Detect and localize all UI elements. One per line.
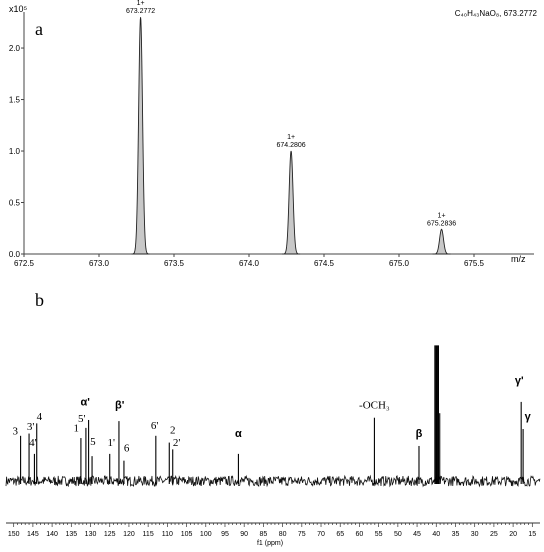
nmr-spectrum-trace xyxy=(5,345,541,488)
x-tick-label: 675.5 xyxy=(464,259,485,268)
peak-annotation: 3' xyxy=(27,421,35,433)
molecular-formula-label: C₄₀H₄₃NaO₈, 673.2772 xyxy=(455,9,538,18)
x-tick-label: 95 xyxy=(221,531,229,538)
x-tick-label: 125 xyxy=(104,531,116,538)
peak-charge-label: 1+ xyxy=(287,134,295,141)
panel-a-label: a xyxy=(35,19,43,39)
peak-annotation: α' xyxy=(80,396,90,408)
x-tick-label: 70 xyxy=(317,531,325,538)
peak-annotation: -OCH₃ xyxy=(359,400,390,412)
x-tick-label: 130 xyxy=(85,531,97,538)
x-tick-label: 50 xyxy=(394,531,402,538)
x-tick-label: 40 xyxy=(432,531,440,538)
peak-annotation: β xyxy=(416,428,423,440)
nmr-x-axis: 150 145 140 135 130 125 120 115 110 105 100 95 90 85 8… xyxy=(6,522,540,538)
x-tick-label: 673.0 xyxy=(89,259,110,268)
peak-mz-label: 673.2772 xyxy=(126,8,155,15)
x-tick-label: 672.5 xyxy=(14,259,35,268)
x-tick-label: 150 xyxy=(8,531,20,538)
x-tick-label: 120 xyxy=(123,531,135,538)
peak-annotation: 4 xyxy=(37,411,43,423)
x-tick-label: 85 xyxy=(259,531,267,538)
x-tick-label: 20 xyxy=(509,531,517,538)
y-tick-label: 0.0 xyxy=(9,250,21,259)
peak-annotation: 3 xyxy=(12,426,18,438)
x-tick-label: 674.0 xyxy=(239,259,260,268)
x-tick-label: 45 xyxy=(413,531,421,538)
peak-annotation: 5' xyxy=(78,413,86,425)
x-tick-label: 674.5 xyxy=(314,259,335,268)
mass-spectrum-axes: 0.0 0.5 1.0 1.5 2.0 672.5 673.0 673.5 674.0 674.5… xyxy=(9,12,534,268)
x-tick-label: 75 xyxy=(298,531,306,538)
x-tick-label: 60 xyxy=(356,531,364,538)
peak-annotation: 2 xyxy=(170,425,176,437)
peak-annotation: γ' xyxy=(515,375,524,387)
nmr-baseline-noise xyxy=(5,474,541,488)
x-tick-label: 100 xyxy=(200,531,212,538)
peak-annotation: 2' xyxy=(173,437,181,449)
peak-mz-label: 674.2806 xyxy=(276,142,305,149)
y-tick-label: 1.0 xyxy=(9,147,21,156)
x-tick-label: 140 xyxy=(46,531,58,538)
x-tick-label: 110 xyxy=(162,531,173,538)
x-axis-title-ppm: f1 (ppm) xyxy=(257,540,283,547)
x-axis-title-mz: m/z xyxy=(511,254,526,264)
peak-annotation: γ xyxy=(525,411,532,423)
x-tick-label: 115 xyxy=(143,531,154,538)
y-tick-label: 2.0 xyxy=(9,44,21,53)
x-tick-label: 675.0 xyxy=(389,259,410,268)
x-tick-label: 30 xyxy=(471,531,479,538)
peak-annotation: 1' xyxy=(108,437,116,449)
peak-mz-label: 675.2836 xyxy=(427,220,456,227)
x-tick-label: 25 xyxy=(490,531,498,538)
peak-annotation: β' xyxy=(115,400,125,412)
mass-peak xyxy=(432,228,451,255)
y-tick-label: 0.5 xyxy=(9,199,21,208)
y-exponent-label: x10⁵ xyxy=(9,4,28,14)
peak-annotation: 5 xyxy=(90,436,96,448)
mass-peak xyxy=(282,150,301,255)
x-tick-label: 90 xyxy=(240,531,248,538)
peak-annotation: 4' xyxy=(29,437,37,449)
peak-annotation: 6' xyxy=(151,420,159,432)
peak-annotation: 6 xyxy=(124,443,130,455)
mass-peak xyxy=(131,17,150,255)
y-tick-label: 1.5 xyxy=(9,96,21,105)
nmr-peak-annotations: 3 3'4 4' 15' 5 α' β' 1' 6 6' 22' α -OCH₃ β γ' γ xyxy=(12,375,531,455)
peak-charge-label: 1+ xyxy=(137,0,145,7)
x-tick-label: 15 xyxy=(528,531,536,538)
x-tick-label: 673.5 xyxy=(164,259,185,268)
panel-b-label: b xyxy=(35,290,44,310)
mass-spectrum-panel: a C₄₀H₄₃NaO₈, 673.2772 x10⁵ 0.0 0.5 1.0 1.5… xyxy=(9,0,538,268)
x-tick-label: 105 xyxy=(181,531,193,538)
peak-annotation: 1 xyxy=(74,422,80,434)
x-tick-label: 145 xyxy=(27,531,39,538)
x-tick-label: 65 xyxy=(336,531,344,538)
x-tick-label: 55 xyxy=(375,531,383,538)
x-tick-label: 135 xyxy=(65,531,77,538)
peak-charge-label: 1+ xyxy=(438,212,446,219)
peak-annotation: α xyxy=(235,428,242,440)
x-tick-label: 80 xyxy=(279,531,287,538)
nmr-spectrum-panel: b 3 3'4 4' 15' 5 α' β' 1' 6 6' 22' α -OCH₃ β γ' γ 150 14… xyxy=(5,290,541,547)
x-tick-label: 35 xyxy=(452,531,460,538)
